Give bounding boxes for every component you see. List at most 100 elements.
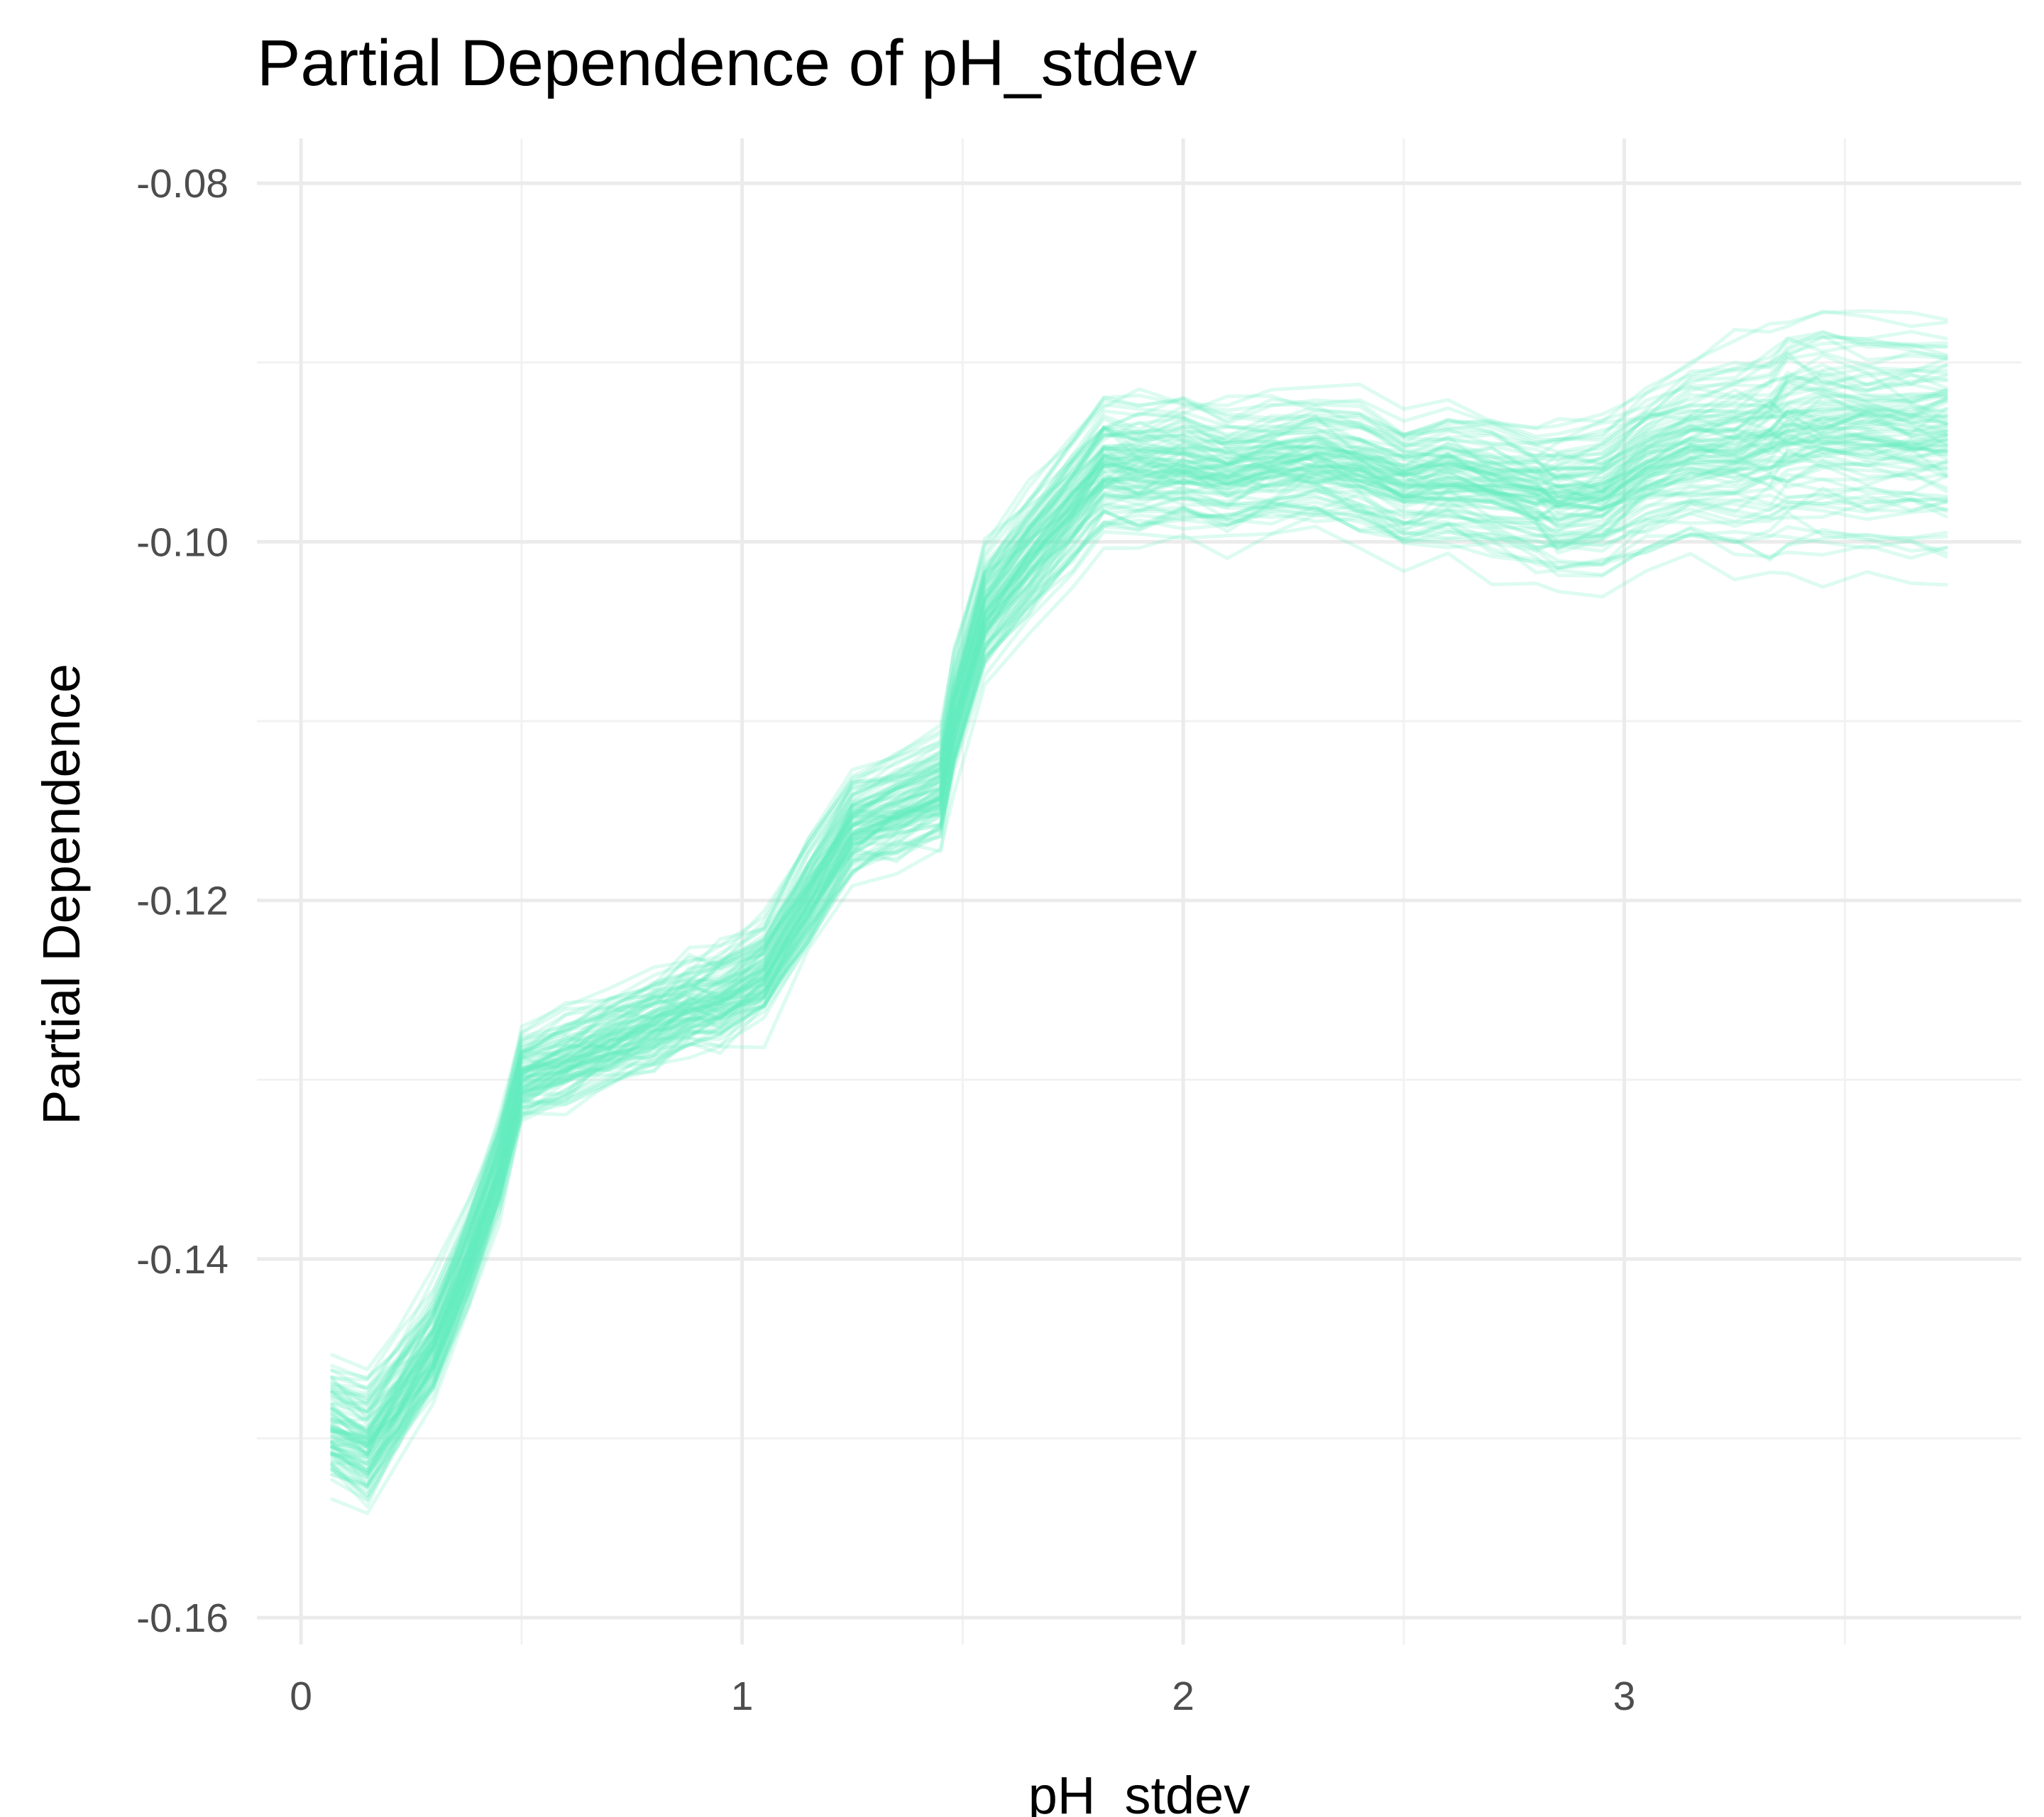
ice-line: [330, 459, 1948, 1479]
ice-line: [330, 512, 1948, 1489]
ice-line: [330, 339, 1948, 1390]
x-tick-label: 2: [1172, 1674, 1194, 1719]
ice-line: [330, 462, 1948, 1489]
ice-line: [330, 372, 1948, 1444]
ice-line: [330, 498, 1948, 1509]
ice-line: [330, 415, 1948, 1466]
ice-line: [330, 353, 1948, 1409]
ice-line: [330, 395, 1948, 1450]
ice-line: [330, 472, 1948, 1480]
ice-line: [330, 509, 1948, 1489]
ice-line: [330, 402, 1948, 1444]
ice-line: [330, 411, 1948, 1427]
ice-line: [330, 429, 1948, 1439]
ice-line: [330, 334, 1948, 1382]
ice-line: [330, 405, 1948, 1417]
y-tick-label: -0.16: [136, 1596, 229, 1641]
ice-line: [330, 373, 1948, 1398]
ice-line: [330, 329, 1948, 1381]
ice-line: [330, 425, 1948, 1473]
y-axis-title: Partial Dependence: [32, 664, 91, 1125]
ice-line: [330, 398, 1948, 1456]
ice-line: [330, 334, 1948, 1413]
ice-line: [330, 506, 1948, 1478]
x-tick-labels: 0 1 2 3: [290, 1674, 1635, 1719]
ice-line: [330, 484, 1948, 1466]
ice-line: [330, 439, 1948, 1457]
ice-line: [330, 471, 1948, 1459]
ice-line: [330, 431, 1948, 1441]
y-tick-label: -0.08: [136, 161, 229, 207]
ice-line: [330, 416, 1948, 1437]
ice-line: [330, 386, 1948, 1449]
grid: [257, 138, 2021, 1645]
ice-line: [330, 329, 1948, 1414]
ice-line: [330, 385, 1948, 1439]
ice-line: [330, 438, 1948, 1432]
ice-line: [330, 408, 1948, 1459]
ice-line: [330, 446, 1948, 1442]
ice-line: [330, 486, 1948, 1486]
ice-lines: [330, 309, 1948, 1515]
chart-title: Partial Dependence of pH_stdev: [257, 27, 1197, 99]
ice-line: [330, 488, 1948, 1475]
ice-line: [330, 400, 1948, 1449]
ice-line: [330, 411, 1948, 1465]
x-axis-title: pH_stdev: [1028, 1766, 1251, 1817]
ice-line: [330, 432, 1948, 1436]
ice-line: [330, 424, 1948, 1460]
ice-line: [330, 444, 1948, 1482]
ice-line: [330, 525, 1948, 1515]
ice-line: [330, 309, 1948, 1390]
y-tick-label: -0.14: [136, 1237, 229, 1283]
ice-line: [330, 370, 1948, 1405]
ice-line: [330, 481, 1948, 1502]
ice-line: [330, 437, 1948, 1476]
ice-line: [330, 416, 1948, 1413]
ice-line: [330, 398, 1948, 1421]
ice-line: [330, 498, 1948, 1502]
ice-line: [330, 392, 1948, 1440]
ice-line: [330, 433, 1948, 1498]
ice-line: [330, 447, 1948, 1458]
ice-line: [330, 446, 1948, 1473]
ice-line: [330, 336, 1948, 1405]
ice-line: [330, 370, 1948, 1441]
ice-line: [330, 388, 1948, 1429]
ice-line: [330, 396, 1948, 1447]
ice-line: [330, 495, 1948, 1487]
ice-line: [330, 500, 1948, 1493]
y-tick-label: -0.12: [136, 879, 229, 924]
ice-line: [330, 309, 1948, 1371]
ice-line: [330, 441, 1948, 1454]
ice-line: [330, 410, 1948, 1435]
ice-line: [330, 424, 1948, 1434]
ice-line: [330, 505, 1948, 1488]
ice-line: [330, 363, 1948, 1422]
ice-line: [330, 432, 1948, 1447]
ice-line: [330, 397, 1948, 1455]
y-tick-labels: -0.08 -0.10 -0.12 -0.14 -0.16: [136, 161, 229, 1641]
ice-line: [330, 373, 1948, 1407]
ice-line: [330, 421, 1948, 1424]
ice-line: [330, 479, 1948, 1444]
ice-line: [330, 330, 1948, 1380]
ice-line: [330, 350, 1948, 1414]
ice-line: [330, 376, 1948, 1400]
ice-line: [330, 445, 1948, 1442]
ice-line: [330, 401, 1948, 1392]
ice-line: [330, 507, 1948, 1498]
ice-line: [330, 351, 1948, 1401]
y-tick-label: -0.10: [136, 520, 229, 565]
ice-line: [330, 439, 1948, 1456]
ice-line: [330, 378, 1948, 1434]
ice-line: [330, 434, 1948, 1449]
ice-line: [330, 441, 1948, 1476]
ice-line: [330, 393, 1948, 1422]
ice-line: [330, 389, 1948, 1432]
ice-line: [330, 381, 1948, 1396]
ice-line: [330, 448, 1948, 1448]
ice-line: [330, 356, 1948, 1403]
ice-line: [330, 422, 1948, 1466]
